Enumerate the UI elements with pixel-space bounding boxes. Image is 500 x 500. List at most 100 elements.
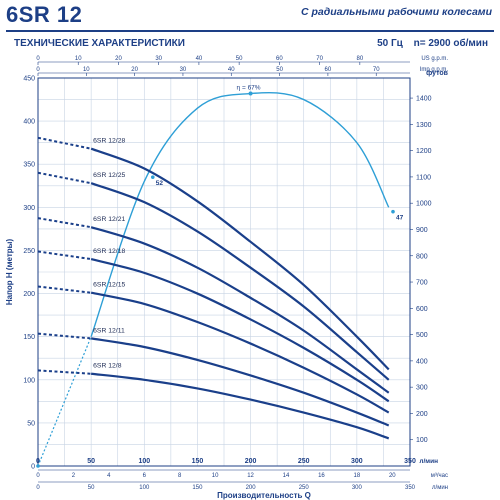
y-tick-label: 400 [23,119,35,126]
us-gpm-tick-label: 70 [316,56,323,62]
model-title: 6SR 12 [6,2,83,27]
pump-curve-dashed [37,217,92,229]
m3h-tick-label: 18 [354,473,361,479]
pump-curve-dashed [37,136,92,150]
m3h-tick-label: 14 [283,473,290,479]
y-tick-label: 350 [23,162,35,169]
pump-curve-dashed [37,369,92,375]
efficiency-curve [90,91,390,337]
pump-curve [90,258,390,403]
y2-tick-label: 400 [416,358,428,365]
x-tick-label: 0 [36,458,40,465]
y2-tick-label: 800 [416,253,428,260]
y2-tick-label: 1400 [416,96,432,103]
imp-gpm-tick-label: 20 [131,67,138,73]
section-title: ТЕХНИЧЕСКИЕ ХАРАКТЕРИСТИКИ [14,38,185,49]
pump-curve-dashed [37,171,92,185]
y2-tick-label: 1000 [416,201,432,208]
pump-curve [90,226,390,394]
y2-tick-label: 100 [416,437,428,444]
y-tick-label: 300 [23,205,35,212]
x-tick-label: 350 [404,458,416,465]
header-divider [6,30,494,32]
efficiency-annotation: 47 [396,215,404,222]
frequency-label: 50 Гц [377,38,403,49]
lpm-tick-label: 350 [405,485,416,491]
us-gpm-tick-label: 30 [155,56,162,62]
imp-gpm-tick-label: 60 [325,67,332,73]
efficiency-curve-dashed [37,336,92,467]
imp-gpm-unit: Imp g.p.m. [420,67,449,73]
imp-gpm-tick-label: 10 [83,67,90,73]
lpm-tick-label: 50 [88,485,95,491]
y-tick-label: 200 [23,291,35,298]
y-tick-label: 150 [23,334,35,341]
operating-conditions: 50 Гц n= 2900 об/мин [369,38,488,49]
y2-tick-label: 600 [416,306,428,313]
m3h-tick-label: 12 [247,473,254,479]
lpm-unit: л/мин [432,485,448,491]
y-axis-label: Напор H (метры) [5,239,14,306]
us-gpm-tick-label: 20 [115,56,122,62]
y-tick-label: 250 [23,248,35,255]
m3h-unit: м³/час [431,473,448,479]
pump-curve-dashed [37,250,92,261]
y2-tick-label: 1100 [416,174,431,181]
pump-curve-label: 6SR 12/18 [93,248,125,255]
pump-curve-dashed [37,285,92,294]
efficiency-peak-marker [248,91,253,96]
x-tick-label: 100 [138,458,150,465]
lpm-tick-label: 250 [299,485,310,491]
pump-curve [90,337,390,427]
y2-axis-label: футов [426,70,449,77]
pump-curve [90,147,390,371]
m3h-tick-label: 0 [36,473,40,479]
us-gpm-tick-label: 50 [236,56,243,62]
y2-tick-label: 1200 [416,148,432,155]
y-tick-label: 100 [23,377,35,384]
lpm-tick-label: 100 [139,485,150,491]
pump-curve-label: 6SR 12/15 [93,282,125,289]
us-gpm-tick-label: 40 [196,56,203,62]
lpm-tick-label: 150 [192,485,203,491]
pump-curve-label: 6SR 12/25 [93,172,125,179]
m3h-tick-label: 8 [178,473,182,479]
lpm-tick-label: 300 [352,485,363,491]
x-tick-label: 150 [192,458,204,465]
imp-gpm-tick-label: 30 [180,67,187,73]
imp-gpm-tick-label: 70 [373,67,380,73]
imp-gpm-tick-label: 0 [36,67,40,73]
x-tick-label: 250 [298,458,310,465]
m3h-tick-label: 20 [389,473,396,479]
pump-curve-label: 6SR 12/21 [93,216,125,223]
m3h-tick-label: 10 [212,473,219,479]
x-tick-label: 50 [87,458,95,465]
lpm-tick-label: 200 [246,485,257,491]
efficiency-point-marker [391,209,395,214]
y2-tick-label: 1300 [416,122,432,129]
pump-curve [90,291,390,414]
us-gpm-tick-label: 80 [356,56,363,62]
m3h-tick-label: 2 [72,473,76,479]
us-gpm-tick-label: 0 [36,56,40,62]
pump-curve [91,372,390,440]
y-tick-label: 50 [27,420,35,427]
efficiency-annotation: 52 [156,180,164,187]
pump-curve-label: 6SR 12/8 [93,363,122,370]
speed-label: n= 2900 об/мин [413,38,488,49]
imp-gpm-tick-label: 40 [228,67,235,73]
efficiency-point-marker [150,175,155,179]
plot-frame [37,77,411,467]
x-axis-label: Производительность Q [217,491,311,500]
x-tick-label: 200 [245,458,257,465]
y2-tick-label: 200 [416,411,428,418]
pump-curve-dashed [37,332,92,340]
us-gpm-tick-label: 60 [276,56,283,62]
efficiency-label: η = 67% [237,85,261,92]
m3h-tick-label: 4 [107,473,111,479]
pump-curve-label: 6SR 12/11 [93,327,125,334]
us-gpm-tick-label: 10 [75,56,82,62]
us-gpm-unit: US g.p.m. [421,56,448,62]
model-subtitle: С радиальными рабочими колесами [300,6,492,18]
efficiency-origin-marker [36,464,40,468]
